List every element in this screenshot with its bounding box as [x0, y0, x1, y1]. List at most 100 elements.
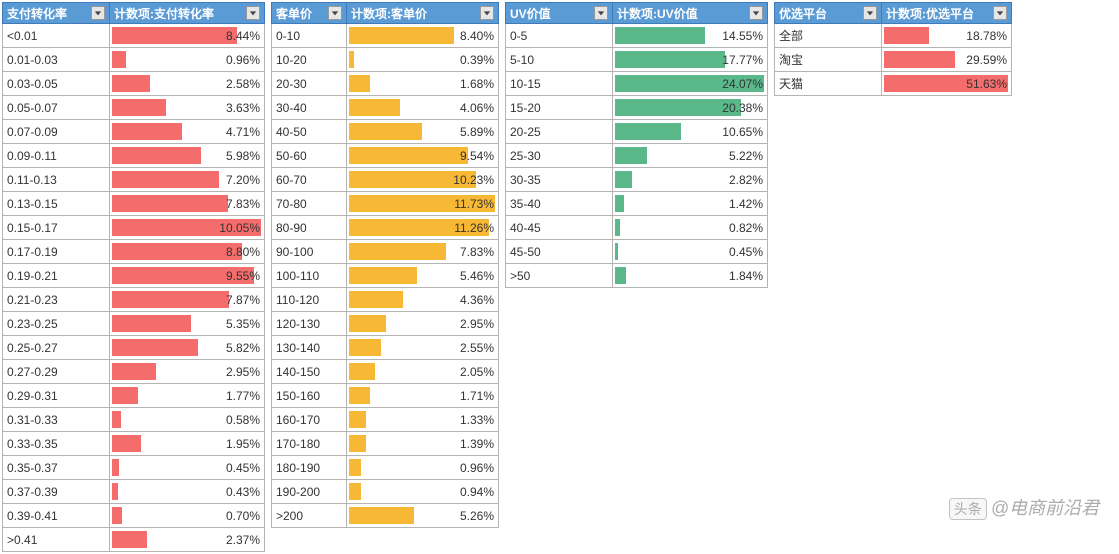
row-value: 1.84%	[729, 269, 765, 283]
table-row: 0.17-0.198.80%	[2, 240, 265, 264]
row-bar-cell: 11.73%	[347, 192, 499, 216]
table-row: 0.25-0.275.82%	[2, 336, 265, 360]
row-bar-cell: 2.55%	[347, 336, 499, 360]
data-bar	[112, 507, 122, 524]
row-value: 0.45%	[226, 461, 262, 475]
row-value: 2.58%	[226, 77, 262, 91]
row-label: 10-20	[271, 48, 347, 72]
data-bar	[615, 267, 626, 284]
row-label: >50	[505, 264, 613, 288]
row-bar-cell: 18.78%	[882, 24, 1012, 48]
table-conversion: 支付转化率计数项:支付转化率<0.018.44%0.01-0.030.96%0.…	[2, 2, 265, 552]
row-label: 30-35	[505, 168, 613, 192]
table-row: 20-2510.65%	[505, 120, 768, 144]
row-label: >0.41	[2, 528, 110, 552]
row-label: 110-120	[271, 288, 347, 312]
label-header-cell[interactable]: UV价值	[505, 2, 613, 24]
row-value: 10.05%	[219, 221, 262, 235]
row-label: 全部	[774, 24, 882, 48]
filter-dropdown-icon[interactable]	[91, 6, 105, 20]
header-value-text: 计数项:客单价	[351, 5, 427, 22]
header-value-text: 计数项:优选平台	[886, 5, 974, 22]
row-label: 170-180	[271, 432, 347, 456]
filter-dropdown-icon[interactable]	[480, 6, 494, 20]
row-label: 0.39-0.41	[2, 504, 110, 528]
label-header-cell[interactable]: 客单价	[271, 2, 347, 24]
row-bar-cell: 8.40%	[347, 24, 499, 48]
row-label: 0.01-0.03	[2, 48, 110, 72]
row-label: 130-140	[271, 336, 347, 360]
table-row: 190-2000.94%	[271, 480, 499, 504]
row-value: 29.59%	[966, 53, 1009, 67]
row-value: 14.55%	[722, 29, 765, 43]
row-bar-cell: 0.96%	[110, 48, 265, 72]
table-row: 0.35-0.370.45%	[2, 456, 265, 480]
filter-dropdown-icon[interactable]	[594, 6, 608, 20]
data-bar	[615, 51, 725, 68]
filter-dropdown-icon[interactable]	[863, 6, 877, 20]
value-header-cell[interactable]: 计数项:UV价值	[613, 2, 768, 24]
row-bar-cell: 0.70%	[110, 504, 265, 528]
filter-dropdown-icon[interactable]	[246, 6, 260, 20]
row-value: 7.20%	[226, 173, 262, 187]
table-row: >0.412.37%	[2, 528, 265, 552]
filter-dropdown-icon[interactable]	[328, 6, 342, 20]
row-value: 18.78%	[966, 29, 1009, 43]
label-header-cell[interactable]: 支付转化率	[2, 2, 110, 24]
row-bar-cell: 4.71%	[110, 120, 265, 144]
row-value: 8.40%	[460, 29, 496, 43]
data-bar	[112, 99, 166, 116]
table-row: 0.09-0.115.98%	[2, 144, 265, 168]
row-bar-cell: 0.43%	[110, 480, 265, 504]
row-value: 0.96%	[460, 461, 496, 475]
table-row: >200 5.26%	[271, 504, 499, 528]
table-row: 60-7010.23%	[271, 168, 499, 192]
row-label: >200	[271, 504, 347, 528]
row-bar-cell: 2.95%	[347, 312, 499, 336]
row-bar-cell: 5.89%	[347, 120, 499, 144]
table-row: 45-500.45%	[505, 240, 768, 264]
value-header-cell[interactable]: 计数项:优选平台	[882, 2, 1012, 24]
data-bar	[349, 435, 366, 452]
row-bar-cell: 0.96%	[347, 456, 499, 480]
filter-dropdown-icon[interactable]	[993, 6, 1007, 20]
table-header-row: 优选平台计数项:优选平台	[774, 2, 1012, 24]
row-bar-cell: 3.63%	[110, 96, 265, 120]
data-bar	[349, 27, 454, 44]
table-row: 110-1204.36%	[271, 288, 499, 312]
row-value: 5.26%	[460, 509, 496, 523]
row-bar-cell: 5.26%	[347, 504, 499, 528]
data-bar	[112, 147, 201, 164]
row-label: 0.31-0.33	[2, 408, 110, 432]
data-bar	[112, 483, 118, 500]
value-header-cell[interactable]: 计数项:支付转化率	[110, 2, 265, 24]
row-bar-cell: 29.59%	[882, 48, 1012, 72]
row-value: 9.55%	[226, 269, 262, 283]
row-bar-cell: 0.39%	[347, 48, 499, 72]
row-value: 1.77%	[226, 389, 262, 403]
data-bar	[112, 75, 150, 92]
data-bar	[615, 243, 618, 260]
table-row: 0-108.40%	[271, 24, 499, 48]
row-bar-cell: 2.82%	[613, 168, 768, 192]
filter-dropdown-icon[interactable]	[749, 6, 763, 20]
row-label: 45-50	[505, 240, 613, 264]
row-bar-cell: 2.95%	[110, 360, 265, 384]
label-header-cell[interactable]: 优选平台	[774, 2, 882, 24]
row-bar-cell: 10.23%	[347, 168, 499, 192]
table-row: 0.29-0.311.77%	[2, 384, 265, 408]
header-value-text: 计数项:UV价值	[617, 5, 698, 22]
data-bar	[112, 459, 119, 476]
table-platform: 优选平台计数项:优选平台全部18.78%淘宝29.59%天猫51.63%	[774, 2, 1012, 552]
row-bar-cell: 14.55%	[613, 24, 768, 48]
row-label: 35-40	[505, 192, 613, 216]
row-label: 0.33-0.35	[2, 432, 110, 456]
table-header-row: UV价值计数项:UV价值	[505, 2, 768, 24]
row-value: 20.38%	[722, 101, 765, 115]
watermark-logo: 头条	[949, 498, 987, 520]
row-label: 0.27-0.29	[2, 360, 110, 384]
row-bar-cell: 4.36%	[347, 288, 499, 312]
row-label: 60-70	[271, 168, 347, 192]
data-bar	[884, 27, 929, 44]
value-header-cell[interactable]: 计数项:客单价	[347, 2, 499, 24]
